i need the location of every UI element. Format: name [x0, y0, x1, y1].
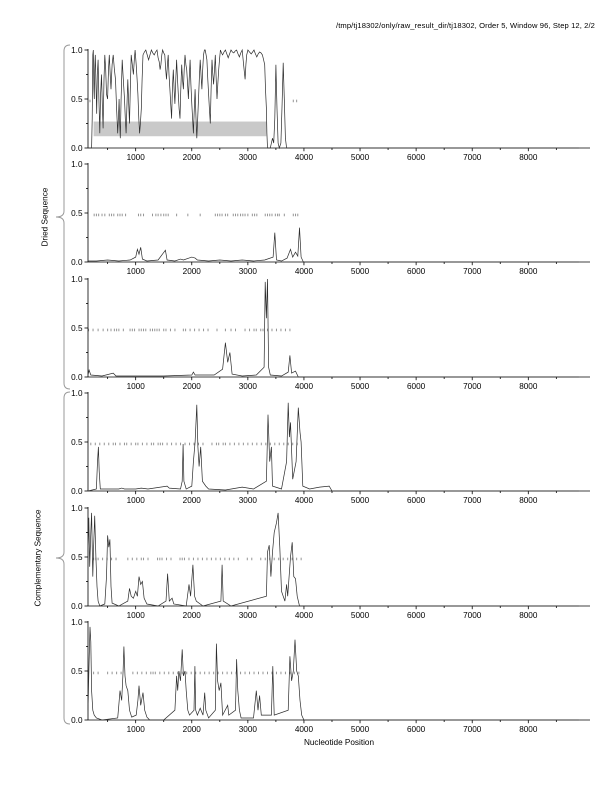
complementary-panel-1: 0.0 0.5 1.0 1000 2000 3000 4000 5000 6000 7000 800… [71, 389, 590, 505]
complementary-panel-1-x-tick-label: 4000 [295, 496, 314, 505]
complementary-panel-1-x-tick-label: 6000 [407, 496, 426, 505]
dried-panel-3-x-tick-label: 8000 [519, 382, 538, 391]
dried-panel-3-x-tick-label: 2000 [183, 382, 202, 391]
dried-panel-1-y-tick-label: 0.5 [71, 95, 83, 104]
dried-sequence-brace [55, 44, 71, 390]
dried-panel-2-axes [84, 163, 590, 266]
complementary-panel-3-x-tick-label: 4000 [295, 725, 314, 734]
complementary-panel-2-x-tick-label: 1000 [127, 611, 146, 620]
complementary-panel-1-y-tick-label: 0.0 [71, 487, 83, 496]
dried-panel-2-x-tick-label: 8000 [519, 267, 538, 276]
dried-panel-3-y-tick-label: 0.5 [71, 324, 83, 333]
complementary-panel-3-x-tick-label: 1000 [127, 725, 146, 734]
complementary-panel-2-y-tick-label: 1.0 [71, 504, 83, 513]
dried-panel-2-x-tick-label: 6000 [407, 267, 426, 276]
dried-panel-3-x-tick-label: 3000 [239, 382, 258, 391]
dried-panel-1: 0.0 0.5 1.0 1000 2000 3000 4000 5000 6000 7000 800… [71, 46, 590, 162]
complementary-panel-1-site-markers [90, 442, 298, 446]
dried-panel-3-signal-line [87, 278, 579, 378]
dried-panel-2-site-markers [93, 213, 299, 217]
complementary-panel-1-y-tick-label: 1.0 [71, 389, 83, 398]
dried-panel-2-y-tick-label: 0.0 [71, 258, 83, 267]
complementary-panel-3-y-tick-label: 0.5 [71, 667, 83, 676]
dried-panel-3-x-tick-label: 6000 [407, 382, 426, 391]
complementary-panel-3: 0.0 0.5 1.0 1000 2000 3000 4000 5000 6000 7000 800… [71, 618, 590, 734]
dried-panel-3-x-tick-label: 1000 [127, 382, 146, 391]
dried-panel-3-axes [84, 278, 590, 381]
complementary-panel-3-x-tick-label: 6000 [407, 725, 426, 734]
complementary-panel-2-x-tick-label: 7000 [463, 611, 482, 620]
complementary-panel-1-x-tick-label: 8000 [519, 496, 538, 505]
complementary-panel-2-x-tick-label: 5000 [351, 611, 370, 620]
dried-panel-2-x-tick-label: 3000 [239, 267, 258, 276]
dried-panel-3-x-tick-label: 7000 [463, 382, 482, 391]
complementary-panel-3-x-tick-label: 2000 [183, 725, 202, 734]
dried-panel-2-x-tick-label: 1000 [127, 267, 146, 276]
complementary-panel-3-y-tick-label: 1.0 [71, 618, 83, 627]
complementary-panel-1-y-tick-label: 0.5 [71, 438, 83, 447]
complementary-panel-3-x-tick-label: 7000 [463, 725, 482, 734]
dried-panel-1-x-tick-label: 8000 [519, 153, 538, 162]
dried-panel-2-x-tick-label: 5000 [351, 267, 370, 276]
complementary-panel-2-x-tick-label: 6000 [407, 611, 426, 620]
complementary-panel-3-y-tick-label: 0.0 [71, 716, 83, 725]
dried-panel-1-x-tick-label: 5000 [351, 153, 370, 162]
x-axis-label: Nucleotide Position [303, 738, 375, 747]
complementary-panel-3-site-markers [93, 671, 300, 675]
dried-panel-2-x-tick-label: 2000 [183, 267, 202, 276]
complementary-panel-1-x-tick-label: 3000 [239, 496, 258, 505]
dried-panel-2-x-tick-label: 4000 [295, 267, 314, 276]
plot-title: /tmp/tj18302/only/raw_result_dir/tj18302… [336, 21, 595, 30]
complementary-panel-1-signal-line [87, 402, 579, 492]
dried-panel-1-x-tick-label: 3000 [239, 153, 258, 162]
complementary-panel-3-axes [84, 621, 590, 724]
dried-panel-2-y-tick-label: 0.5 [71, 209, 83, 218]
dried-panel-2-x-tick-label: 7000 [463, 267, 482, 276]
complementary-panel-2-x-tick-label: 4000 [295, 611, 314, 620]
dried-panel-1-x-tick-label: 6000 [407, 153, 426, 162]
dried-panel-1-y-tick-label: 0.0 [71, 144, 83, 153]
dried-panel-1-site-markers [89, 99, 298, 103]
dried-panel-2-signal-line [88, 227, 579, 263]
complementary-panel-3-x-tick-label: 8000 [519, 725, 538, 734]
dried-panel-1-signal-line [88, 48, 579, 150]
complementary-panel-1-x-tick-label: 5000 [351, 496, 370, 505]
complementary-sequence-brace [55, 391, 71, 725]
complementary-panel-2-x-tick-label: 2000 [183, 611, 202, 620]
complementary-panel-2-axes [84, 507, 590, 610]
dried-panel-3-y-tick-label: 0.0 [71, 373, 83, 382]
dried-panel-1-x-tick-label: 2000 [183, 153, 202, 162]
complementary-panel-3-signal-line [87, 626, 579, 721]
complementary-panel-1-x-tick-label: 2000 [183, 496, 202, 505]
dried-panel-3: 0.0 0.5 1.0 1000 2000 3000 4000 5000 6000 7000 800… [71, 275, 590, 391]
dried-panel-3-x-tick-label: 4000 [295, 382, 314, 391]
dried-panel-2-y-tick-label: 1.0 [71, 160, 83, 169]
dried-panel-3-y-tick-label: 1.0 [71, 275, 83, 284]
dried-panel-1-x-tick-label: 1000 [127, 153, 146, 162]
complementary-panel-2-signal-line [87, 512, 579, 607]
complementary-panel-2-x-tick-label: 8000 [519, 611, 538, 620]
dried-panel-2: 0.0 0.5 1.0 1000 2000 3000 4000 5000 6000 7000 800… [71, 160, 590, 276]
dried-panel-1-y-tick-label: 1.0 [71, 46, 83, 55]
complementary-panel-2: 0.0 0.5 1.0 1000 2000 3000 4000 5000 6000 7000 800… [71, 504, 590, 620]
dried-panel-3-x-tick-label: 5000 [351, 382, 370, 391]
complementary-panel-2-y-tick-label: 0.0 [71, 602, 83, 611]
complementary-panel-3-x-tick-label: 3000 [239, 725, 258, 734]
dried-panel-1-threshold-band [93, 121, 267, 137]
complementary-panel-2-x-tick-label: 3000 [239, 611, 258, 620]
dried-panel-1-x-tick-label: 4000 [295, 153, 314, 162]
complementary-panel-1-x-tick-label: 1000 [127, 496, 146, 505]
complementary-panel-1-x-tick-label: 7000 [463, 496, 482, 505]
dried-panel-1-x-tick-label: 7000 [463, 153, 482, 162]
dried-panel-3-site-markers [88, 328, 291, 332]
complementary-panel-3-x-tick-label: 5000 [351, 725, 370, 734]
complementary-panel-2-y-tick-label: 0.5 [71, 553, 83, 562]
